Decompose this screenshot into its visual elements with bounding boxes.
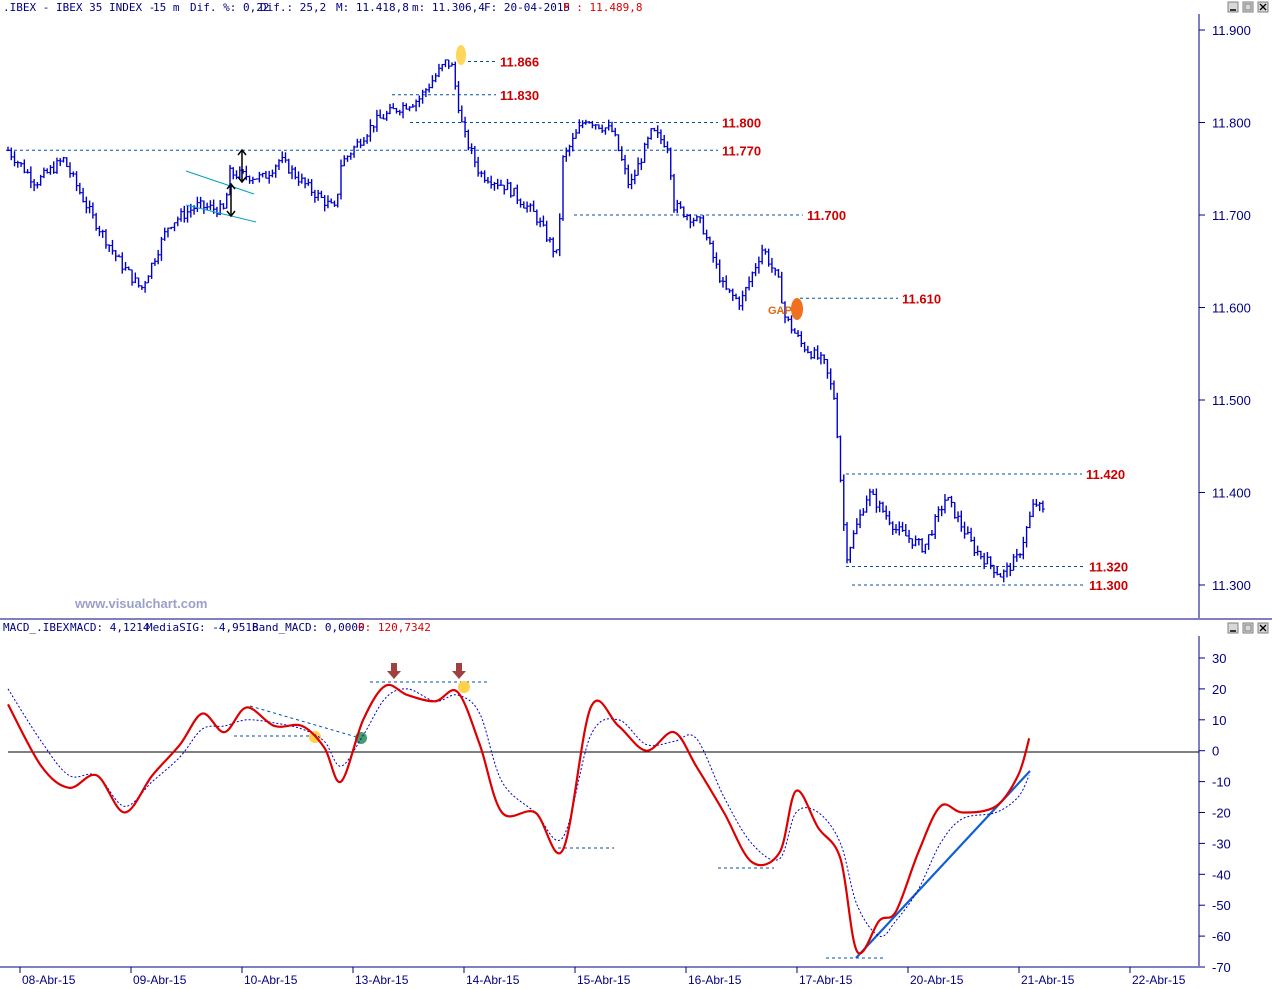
macd-tick-label: 20 (1212, 682, 1226, 697)
macd-header-name: MACD_.IBEX (3, 621, 70, 634)
maximize-button[interactable] (1242, 1, 1254, 13)
level-label: 11.800 (722, 116, 761, 131)
level-label: 11.300 (1089, 578, 1128, 593)
macd-tick-label: -20 (1212, 806, 1231, 821)
macd-close-button[interactable] (1257, 622, 1269, 634)
macd-tick-label: 30 (1212, 651, 1226, 666)
watermark: www.visualchart.com (74, 596, 207, 611)
signal-line (7, 688, 1030, 937)
price-tick-label: 11.800 (1212, 116, 1251, 131)
level-label: 11.866 (500, 54, 539, 69)
price-panel: .IBEX - IBEX 35 INDEX - 15 m Dif. %: 0,2… (0, 0, 1269, 618)
price-bars (6, 59, 1045, 583)
level-label: 11.770 (722, 143, 761, 158)
macd-header-band: Band_MACD: 0,0000 (252, 621, 365, 634)
macd-tick-label: -50 (1212, 898, 1231, 913)
macd-tick-label: 10 (1212, 713, 1226, 728)
price-header-pct: Dif. %: 0,22 (190, 1, 269, 14)
macd-panel: MACD_.IBEX MACD: 4,1214 MediaSIG: -4,951… (3, 621, 1269, 975)
level-label: 11.420 (1086, 467, 1125, 482)
macd-header-last: P: 120,7342 (358, 621, 431, 634)
date-tick-label: 17-Abr-15 (799, 973, 853, 987)
price-annotations: GAP (185, 45, 803, 320)
macd-tick-label: -40 (1212, 867, 1231, 882)
date-tick-label: 15-Abr-15 (577, 973, 631, 987)
measure-arrow-icon (226, 148, 247, 218)
macd-window-controls[interactable] (1227, 622, 1269, 634)
price-tick-label: 11.900 (1212, 23, 1251, 38)
date-tick-label: 14-Abr-15 (466, 973, 520, 987)
date-tick-label: 09-Abr-15 (133, 973, 187, 987)
gap-marker (791, 298, 803, 320)
macd-lines (7, 683, 1031, 955)
macd-header-value: MACD: 4,1214 (70, 621, 150, 634)
gap-label: GAP (768, 305, 792, 317)
macd-tick-label: 0 (1212, 744, 1219, 759)
macd-tick-label: -60 (1212, 929, 1231, 944)
price-header-change: Dif.: 25,2 (260, 1, 326, 14)
macd-divergence-line (249, 705, 361, 739)
date-tick-label: 22-Abr-15 (1132, 973, 1186, 987)
macd-tick-label: -30 (1212, 836, 1231, 851)
price-header-last: P : 11.489,8 (563, 1, 642, 14)
price-tick-label: 11.400 (1212, 486, 1251, 501)
macd-line (7, 683, 1031, 955)
level-label: 11.700 (807, 208, 846, 223)
down-arrow-icon (387, 663, 466, 679)
price-tick-label: 11.300 (1212, 578, 1251, 593)
top-highlight-marker (456, 45, 466, 65)
macd-peak-marker (458, 681, 470, 693)
date-axis: 08-Abr-15 09-Abr-15 10-Abr-15 13-Abr-15 14-A… (19, 967, 1186, 987)
price-tick-label: 11.600 (1212, 301, 1251, 316)
price-header-high: M: 11.418,8 (336, 1, 409, 14)
macd-header-signal: MediaSIG: -4,9518 (146, 621, 259, 634)
level-label: 11.830 (500, 88, 539, 103)
price-header-interval: 15 m (153, 1, 180, 14)
minimize-button[interactable] (1227, 1, 1239, 13)
price-levels: 11.866 11.830 11.800 11.770 11.700 11.610 11.4… (8, 54, 1128, 593)
macd-y-axis: 30 20 10 0 -10 -20 -30 -40 -50 -60 -70 (1199, 651, 1231, 975)
date-tick-label: 10-Abr-15 (244, 973, 298, 987)
price-tick-label: 11.500 (1212, 393, 1251, 408)
macd-maximize-button[interactable] (1242, 622, 1254, 634)
channel-upper-line (185, 170, 255, 195)
date-tick-label: 20-Abr-15 (910, 973, 964, 987)
price-window-controls[interactable] (1227, 1, 1269, 13)
price-header-bar (0, 0, 1200, 14)
level-label: 11.320 (1089, 560, 1128, 575)
macd-annotations (234, 663, 1031, 959)
channel-lower-line (185, 204, 257, 223)
price-y-axis: 11.900 11.800 11.700 11.600 11.500 11.400 11.3… (1199, 23, 1251, 593)
macd-tick-label: -70 (1212, 960, 1231, 975)
price-tick-label: 11.700 (1212, 208, 1251, 223)
date-tick-label: 21-Abr-15 (1021, 973, 1075, 987)
date-tick-label: 16-Abr-15 (688, 973, 742, 987)
close-button[interactable] (1257, 1, 1269, 13)
macd-minimize-button[interactable] (1227, 622, 1239, 634)
level-label: 11.610 (902, 291, 941, 306)
date-tick-label: 13-Abr-15 (355, 973, 409, 987)
macd-tick-label: -10 (1212, 775, 1231, 790)
price-header-low: m: 11.306,4 (412, 1, 485, 14)
price-header-symbol: .IBEX - IBEX 35 INDEX - (3, 1, 155, 14)
price-header-date: F: 20-04-2015 (484, 1, 570, 14)
date-tick-label: 08-Abr-15 (22, 973, 76, 987)
